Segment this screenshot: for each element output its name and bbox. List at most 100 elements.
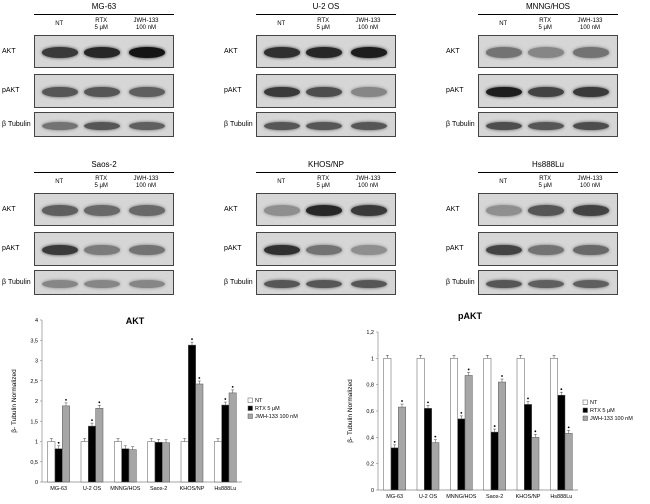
lane-label-line1: NT bbox=[277, 21, 286, 27]
lane-label: RTX 5 μM bbox=[523, 18, 567, 32]
blot-row-label: β Tubulin bbox=[2, 120, 31, 128]
significance-mark bbox=[534, 430, 537, 433]
lane-label: NT bbox=[37, 21, 81, 28]
protein-band bbox=[528, 244, 565, 256]
protein-band bbox=[351, 121, 387, 130]
blot-panel: Hs888Lu NT RTX 5 μM JWH-133 100 nM AKT pAKT β Tu… bbox=[444, 158, 618, 308]
y-tick-label: 0,6 bbox=[366, 409, 374, 415]
protein-band bbox=[486, 244, 523, 256]
blot-strip bbox=[256, 232, 396, 266]
legend-swatch bbox=[247, 405, 253, 411]
blot-strip bbox=[256, 74, 396, 108]
blot-panel: KHOS/NP NT RTX 5 μM JWH-133 100 nM AKT pAKT β Tu… bbox=[222, 158, 396, 308]
lane-label: RTX 5 μM bbox=[523, 176, 567, 190]
y-tick-label: 0 bbox=[371, 488, 374, 494]
y-tick-label: 0,8 bbox=[366, 383, 374, 389]
blot-panel-title: KHOS/NP bbox=[307, 160, 344, 169]
protein-band bbox=[42, 121, 79, 130]
legend-swatch bbox=[582, 415, 588, 421]
lane-label-line2: 5 μM bbox=[94, 25, 108, 31]
blot-row-label: AKT bbox=[446, 47, 460, 55]
blot-row-label: pAKT bbox=[224, 245, 242, 252]
bar bbox=[228, 392, 237, 483]
chart-title: pAKT bbox=[458, 312, 482, 321]
protein-band bbox=[84, 47, 121, 58]
blot-strip bbox=[478, 112, 618, 137]
blot-row-label: pAKT bbox=[224, 87, 242, 94]
protein-band bbox=[351, 86, 387, 98]
y-axis-label: β- Tubulin Normalized bbox=[347, 379, 354, 443]
lane-label: NT bbox=[481, 179, 525, 186]
chart-title: AKT bbox=[126, 316, 145, 326]
significance-mark bbox=[460, 412, 463, 414]
blot-strip bbox=[34, 270, 174, 295]
protein-band bbox=[129, 279, 165, 288]
protein-band bbox=[528, 121, 565, 130]
bar bbox=[95, 408, 104, 483]
lane-label-line2: 100 nM bbox=[579, 183, 600, 189]
legend-label: RTX 5 μM bbox=[255, 406, 280, 412]
y-tick-label: 3,5 bbox=[30, 338, 38, 344]
x-tick-label: MG-63 bbox=[50, 486, 67, 492]
lane-label: JWH-133 100 nM bbox=[124, 18, 168, 32]
bar bbox=[531, 437, 540, 491]
y-tick-label: 0,5 bbox=[30, 460, 38, 466]
significance-mark bbox=[198, 377, 201, 379]
blot-row-label: pAKT bbox=[2, 87, 20, 94]
lane-label: NT bbox=[481, 21, 525, 28]
x-tick-label: Hs888Lu bbox=[550, 494, 572, 500]
lane-label-line2: 5 μM bbox=[538, 183, 552, 189]
y-tick-label: 4 bbox=[35, 318, 38, 324]
blot-panel-title: MG-63 bbox=[91, 2, 117, 11]
x-tick-label: MNNG/HOS bbox=[446, 494, 477, 500]
legend-label: NT bbox=[255, 398, 263, 404]
significance-mark bbox=[393, 440, 396, 443]
bar bbox=[424, 408, 432, 491]
lane-label-line1: NT bbox=[55, 179, 64, 185]
title-underline bbox=[256, 14, 396, 15]
significance-mark bbox=[527, 397, 529, 400]
protein-band bbox=[42, 47, 79, 58]
x-tick-label: MNNG/HOS bbox=[110, 486, 141, 492]
protein-band bbox=[306, 121, 343, 130]
blot-row-label: pAKT bbox=[446, 87, 464, 94]
title-underline bbox=[256, 172, 396, 173]
lane-label-line1: RTX bbox=[317, 176, 330, 182]
protein-band bbox=[264, 279, 301, 288]
lane-label: NT bbox=[37, 179, 81, 186]
blot-strip bbox=[256, 35, 396, 68]
significance-mark bbox=[98, 401, 101, 404]
blot-row-label: β Tubulin bbox=[224, 120, 253, 128]
bar bbox=[147, 441, 156, 483]
lane-label: RTX 5 μM bbox=[301, 18, 345, 32]
lane-label-line2: 5 μM bbox=[94, 183, 108, 189]
protein-band bbox=[351, 47, 387, 58]
bar bbox=[154, 442, 163, 483]
bar bbox=[80, 441, 89, 483]
lane-label-line1: NT bbox=[499, 179, 508, 185]
bar bbox=[162, 442, 170, 483]
bar bbox=[47, 441, 56, 483]
blot-panel: U-2 OS NT RTX 5 μM JWH-133 100 nM AKT pAKT β Tub… bbox=[222, 0, 396, 150]
lane-label: RTX 5 μM bbox=[301, 176, 345, 190]
blot-strip bbox=[256, 112, 396, 137]
lane-label: RTX 5 μM bbox=[79, 18, 123, 32]
protein-band bbox=[528, 205, 565, 216]
bar bbox=[88, 425, 96, 483]
significance-mark bbox=[231, 386, 234, 388]
blot-row-label: AKT bbox=[446, 205, 460, 213]
lane-label: JWH-133 100 nM bbox=[124, 176, 168, 190]
y-tick-label: 1 bbox=[35, 440, 38, 446]
blot-strip bbox=[34, 232, 174, 266]
legend-swatch bbox=[582, 407, 588, 413]
title-underline bbox=[34, 14, 174, 15]
blot-strip bbox=[478, 193, 618, 226]
protein-band bbox=[129, 47, 165, 58]
y-tick-label: 0,2 bbox=[366, 462, 374, 468]
protein-band bbox=[84, 205, 121, 216]
bar bbox=[498, 381, 506, 491]
lane-label: JWH-133 100 nM bbox=[346, 176, 390, 190]
protein-band bbox=[528, 279, 565, 288]
protein-band bbox=[42, 279, 79, 288]
lane-label-line1: RTX bbox=[95, 176, 108, 182]
